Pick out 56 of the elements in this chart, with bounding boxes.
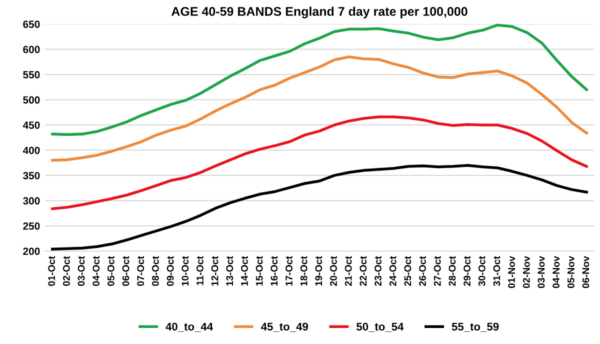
line-series [51,24,588,136]
x-tick-label: 04-Oct [92,256,100,286]
y-tick-label: 550 [23,71,40,78]
y-tick-label: 600 [23,46,40,54]
x-tick-label: 01-Oct [48,256,56,286]
x-tick-label: 18-Oct [300,256,308,286]
x-tick-label: 16-Oct [270,256,278,286]
legend-label: 45_to_49 [261,322,308,332]
x-tick-label: 01-Nov [508,256,515,288]
x-tick-label: 26-Oct [419,256,426,286]
x-tick-label: 08-Oct [152,256,159,286]
x-tick-label: 03-Oct [78,256,85,286]
x-tick-label: 21-Oct [344,256,352,286]
x-tick-label: 17-Oct [286,256,292,286]
x-tick-label: 31-Oct [493,256,500,286]
line-series [51,55,588,162]
x-tick-label: 25-Oct [404,256,412,286]
x-tick-label: 11-Oct [196,256,204,286]
x-tick-label: 06-Oct [122,256,130,286]
x-tick-label: 19-Oct [315,256,322,286]
x-tick-label: 05-Nov [567,256,574,288]
legend-label: 55_to_59 [452,322,499,332]
x-tick-label: 10-Oct [182,256,189,286]
x-tick-label: 03-Nov [538,256,545,288]
y-tick-label: 650 [23,20,40,28]
x-tick-label: 27-Oct [434,256,441,286]
line-series [51,116,588,210]
x-tick-label: 05-Oct [107,256,114,286]
x-tick-label: 14-Oct [241,256,248,286]
x-tick-label: 22-Oct [360,256,367,286]
x-tick-label: 02-Oct [62,256,70,286]
y-tick-label: 500 [23,96,40,104]
x-tick-label: 13-Oct [226,256,234,286]
x-tick-label: 20-Oct [330,256,337,286]
y-tick-label: 350 [23,172,40,180]
x-tick-label: 04-Nov [552,256,560,288]
y-tick-label: 450 [22,121,40,129]
x-tick-label: 29-Oct [464,256,470,286]
x-tick-label: 02-Nov [522,256,530,288]
y-tick-label: 250 [23,222,40,230]
legend-label: 40_to_44 [166,322,213,332]
x-tick-label: 15-Oct [256,256,263,286]
y-tick-label: 200 [23,248,40,255]
y-tick-label: 300 [23,197,40,205]
x-tick-label: 12-Oct [211,256,218,286]
x-tick-label: 30-Oct [478,256,486,286]
x-tick-label: 28-Oct [448,256,456,286]
chart-title: AGE 40-59 BANDS England 7 day rate per 100,000 [171,6,468,18]
legend-label: 50_to_54 [356,322,404,332]
x-tick-label: 09-Oct [166,256,174,286]
x-tick-label: 24-Oct [389,256,396,286]
line-series [51,164,588,250]
x-tick-label: 07-Oct [137,256,144,286]
x-tick-label: 23-Oct [374,256,382,286]
x-tick-label: 06-Nov [582,256,590,288]
y-tick-label: 400 [22,146,40,154]
